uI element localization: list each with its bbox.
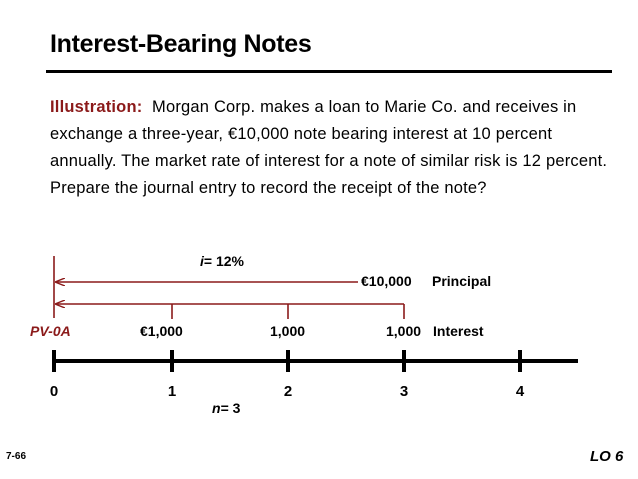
pv-label: PV-0A bbox=[30, 323, 71, 339]
illustration-text: Morgan Corp. makes a loan to Marie Co. a… bbox=[50, 98, 608, 197]
rate-label: i= 12% bbox=[200, 253, 245, 269]
illustration-label: Illustration: bbox=[50, 98, 143, 116]
n-label: n= 3 bbox=[212, 400, 241, 416]
slide-title: Interest-Bearing Notes bbox=[50, 30, 312, 58]
period-label-3: 3 bbox=[400, 383, 408, 400]
principal-label: Principal bbox=[432, 273, 491, 289]
payment-label-1: €1,000 bbox=[140, 323, 183, 339]
illustration-paragraph: Illustration: Morgan Corp. makes a loan … bbox=[50, 94, 610, 202]
payment-label-2: 1,000 bbox=[270, 323, 305, 339]
period-label-0: 0 bbox=[50, 383, 58, 400]
payment-label-3: 1,000 bbox=[386, 323, 421, 339]
period-label-4: 4 bbox=[516, 383, 525, 400]
principal-amount: €10,000 bbox=[361, 273, 412, 289]
period-label-2: 2 bbox=[284, 383, 292, 400]
learning-objective-tag: LO 6 bbox=[590, 448, 624, 465]
interest-label: Interest bbox=[433, 323, 484, 339]
period-label-1: 1 bbox=[168, 383, 176, 400]
page-number: 7-66 bbox=[6, 451, 27, 462]
title-divider bbox=[46, 70, 612, 73]
